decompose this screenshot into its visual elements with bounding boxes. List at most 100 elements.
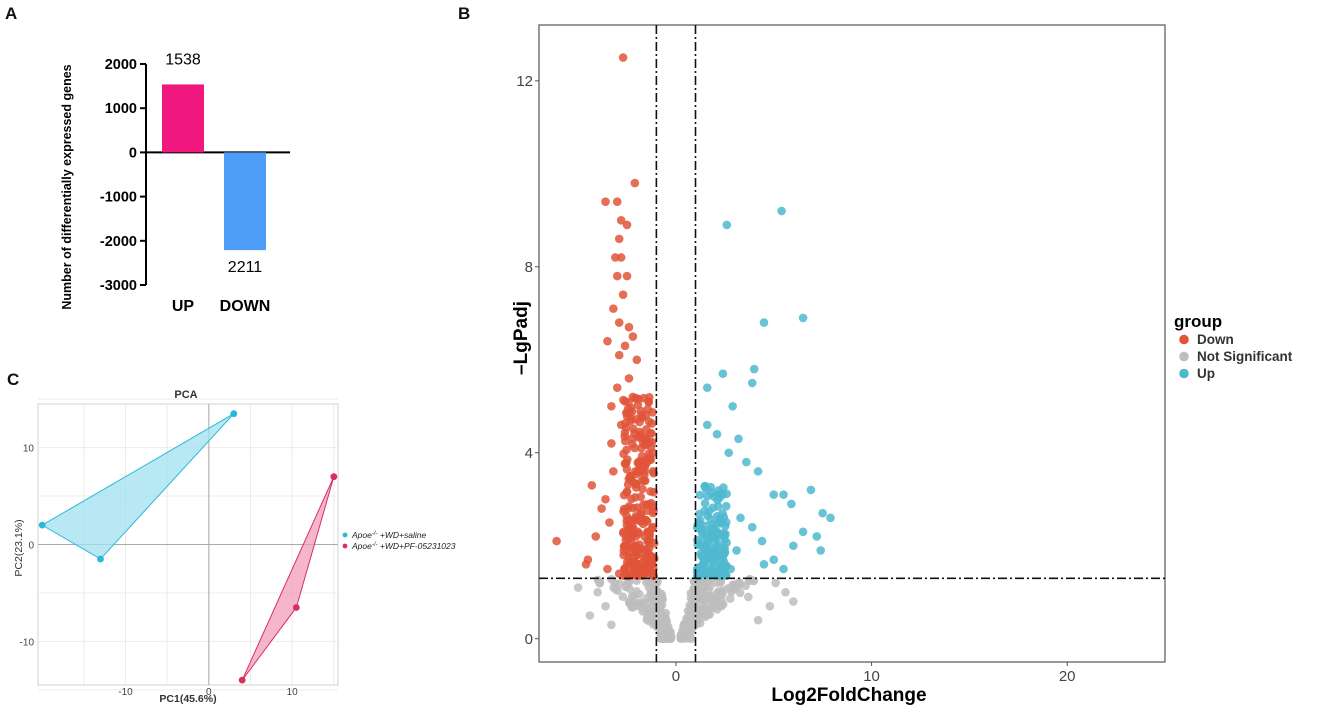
pca-point (97, 555, 104, 563)
volcano-point (656, 589, 666, 599)
volcano-point (619, 395, 628, 405)
volcano-point (620, 341, 630, 351)
pca-point (292, 604, 300, 611)
volcano-point (709, 559, 718, 569)
bar-up (162, 84, 204, 153)
volcano-point (613, 586, 622, 595)
volcano-point (642, 550, 651, 560)
volcano-point (742, 457, 751, 467)
volcano-point (706, 514, 715, 524)
bar-category-label: UP (172, 298, 195, 315)
volcano-point (728, 401, 737, 411)
volcano-point (581, 560, 591, 569)
pca-xlabel: PC1(45.6%) (159, 693, 216, 705)
volcano-point (753, 467, 763, 476)
volcano-point (601, 494, 610, 504)
legend-label: Not Significant (1197, 349, 1293, 364)
volcano-point (597, 504, 606, 513)
volcano-point (651, 595, 660, 605)
volcano-point (640, 532, 649, 541)
volcano-point (725, 594, 735, 603)
panel-c-pca-plot: PCA PC1(45.6%) PC2(23.1%) -10 0 10 10 0 -10 Ap… (13, 389, 456, 705)
volcano-point (631, 511, 641, 521)
volcano-point (612, 383, 622, 392)
volcano-point (777, 206, 786, 216)
volcano-point (726, 564, 736, 574)
legend-swatch-down (1179, 334, 1189, 345)
volcano-point (699, 556, 709, 566)
volcano-point (749, 364, 759, 374)
volcano-y-tick-label: 0 (525, 631, 533, 648)
volcano-point (656, 630, 666, 640)
volcano-point (787, 499, 796, 509)
volcano-point (618, 290, 628, 299)
volcano-point (759, 318, 769, 327)
volcano-point (603, 564, 612, 574)
volcano-x-tick-label: 20 (1059, 668, 1076, 685)
volcano-point (601, 601, 610, 611)
volcano-point (696, 610, 705, 619)
legend-swatch-up (1179, 368, 1189, 379)
volcano-point (624, 597, 634, 606)
volcano-point (630, 178, 640, 188)
volcano-point (721, 501, 731, 511)
volcano-point (618, 592, 628, 602)
volcano-point (644, 578, 654, 587)
volcano-point (630, 443, 640, 453)
volcano-point (789, 597, 798, 606)
volcano-point (724, 448, 734, 458)
volcano-point (696, 594, 705, 604)
volcano-point (622, 220, 632, 230)
pca-point (238, 676, 246, 684)
bar-y-tick-label: -1000 (100, 190, 137, 206)
volcano-point (621, 408, 631, 418)
volcano-point (818, 508, 827, 518)
volcano-point (723, 584, 732, 593)
volcano-series-not-significant (573, 574, 798, 644)
volcano-point (636, 406, 646, 416)
pca-legend-label: Apoe-/- +WD+saline (351, 530, 426, 540)
volcano-point (718, 369, 728, 379)
volcano-point (757, 536, 767, 546)
volcano-point (771, 578, 781, 588)
volcano-series-up (692, 206, 835, 581)
pca-x-tick-label: -10 (118, 687, 133, 698)
volcano-point (734, 434, 743, 444)
volcano-point (732, 546, 741, 555)
volcano-point (650, 584, 659, 594)
volcano-point (712, 578, 721, 588)
pca-legend-swatch (342, 532, 348, 538)
volcano-point (798, 313, 808, 323)
volcano-point (659, 622, 668, 631)
volcano-point (605, 518, 614, 527)
volcano-point (609, 304, 618, 313)
volcano-point (601, 197, 610, 206)
volcano-point (649, 538, 659, 548)
volcano-point (765, 601, 775, 611)
pca-y-tick-label: 10 (23, 444, 35, 455)
volcano-point (620, 436, 630, 446)
volcano-point (616, 215, 626, 225)
bar-y-tick-label: 1000 (105, 101, 137, 117)
volcano-point (644, 398, 654, 407)
volcano-point (628, 392, 638, 402)
volcano-point (713, 495, 722, 505)
volcano-y-tick-label: 12 (516, 73, 533, 90)
volcano-y-tick-label: 8 (525, 259, 533, 276)
volcano-point (603, 336, 612, 346)
panel-label-a: A (5, 4, 18, 23)
legend-title: group (1174, 312, 1222, 331)
volcano-ylabel: –LgPadj (511, 301, 532, 375)
volcano-point (798, 527, 808, 537)
volcano-point (614, 234, 624, 244)
volcano-point (722, 220, 732, 230)
volcano-point (628, 503, 638, 513)
volcano-point (638, 484, 647, 494)
volcano-point (635, 427, 644, 437)
volcano-point (646, 498, 656, 508)
volcano-point (591, 532, 601, 541)
volcano-point (640, 439, 650, 449)
volcano-point (789, 541, 798, 551)
bar-chart-ylabel: Number of differentially expressed genes (60, 64, 74, 309)
volcano-point (622, 271, 632, 281)
